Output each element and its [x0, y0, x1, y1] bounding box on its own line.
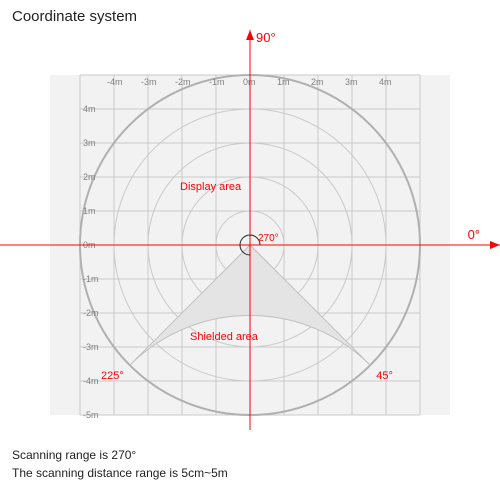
axis-label-top: 90°	[256, 30, 276, 45]
y-tick-label: 3m	[83, 138, 96, 148]
x-tick-label: 3m	[345, 77, 358, 87]
x-tick-label: -4m	[107, 77, 123, 87]
axis-label-center: 270°	[258, 233, 279, 244]
y-axis-arrow	[246, 30, 254, 40]
x-tick-label: -2m	[175, 77, 191, 87]
x-axis-arrow	[490, 241, 500, 249]
y-tick-label: -1m	[83, 274, 99, 284]
y-tick-label: -4m	[83, 376, 99, 386]
footer-line-2: The scanning distance range is 5cm~5m	[12, 464, 228, 482]
x-tick-label: -1m	[209, 77, 225, 87]
footer-text: Scanning range is 270° The scanning dist…	[12, 446, 228, 482]
y-tick-label: -3m	[83, 342, 99, 352]
x-tick-label: 1m	[277, 77, 290, 87]
x-tick-label: 0m	[243, 77, 256, 87]
y-tick-label: 2m	[83, 172, 96, 182]
axis-label-right: 0°	[468, 227, 480, 242]
x-tick-label: 4m	[379, 77, 392, 87]
wedge-angle-right: 45°	[376, 370, 393, 382]
shielded-area-label: Shielded area	[190, 331, 259, 343]
footer-line-1: Scanning range is 270°	[12, 446, 228, 464]
page-title: Coordinate system	[12, 8, 137, 25]
x-tick-label: 2m	[311, 77, 324, 87]
y-tick-label: -2m	[83, 308, 99, 318]
x-tick-label: -3m	[141, 77, 157, 87]
coordinate-diagram: -5m-4m-4m-3m-3m-2m-2m-1m-1m0m0m1m1m2m2m3…	[0, 30, 500, 430]
y-tick-label: 4m	[83, 104, 96, 114]
y-tick-label: -5m	[83, 410, 99, 420]
wedge-angle-left: 225°	[101, 370, 124, 382]
display-area-label: Display area	[180, 181, 242, 193]
y-tick-label: 1m	[83, 206, 96, 216]
